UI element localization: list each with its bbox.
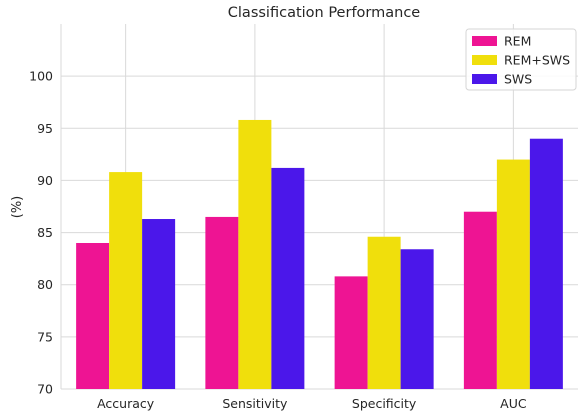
bar-sws-accuracy bbox=[142, 219, 176, 389]
bar-rem-sws-specificity bbox=[367, 236, 401, 389]
y-tick-label: 80 bbox=[37, 277, 53, 292]
legend-swatch bbox=[472, 74, 497, 84]
x-tick-label: AUC bbox=[500, 396, 527, 411]
y-axis-label: (%) bbox=[10, 196, 25, 219]
y-tick-label: 100 bbox=[29, 69, 53, 84]
bar-rem-accuracy bbox=[76, 243, 110, 389]
y-tick-label: 70 bbox=[37, 382, 53, 397]
legend-label: REM+SWS bbox=[504, 53, 570, 68]
bar-rem-auc bbox=[463, 211, 497, 389]
chart-title: Classification Performance bbox=[228, 5, 421, 21]
bar-rem-sws-sensitivity bbox=[238, 119, 272, 389]
legend-swatch bbox=[472, 36, 497, 46]
y-tick-label: 90 bbox=[37, 173, 53, 188]
x-tick-label: Specificity bbox=[352, 396, 417, 411]
tick-labels: 70 75 80 85 90 95 100 Accuracy Sensitivity Specif… bbox=[29, 69, 527, 411]
legend-label: REM bbox=[504, 34, 531, 49]
bar-rem-specificity bbox=[334, 276, 368, 389]
bar-sws-auc bbox=[529, 138, 563, 389]
bar-rem-sws-accuracy bbox=[109, 172, 143, 389]
bar-rem-sws-auc bbox=[496, 159, 530, 389]
legend-label: SWS bbox=[504, 72, 532, 87]
legend-swatch bbox=[472, 55, 497, 65]
legend: REM REM+SWS SWS bbox=[465, 28, 577, 91]
y-tick-label: 85 bbox=[37, 225, 53, 240]
y-tick-label: 95 bbox=[37, 121, 53, 136]
bar-sws-sensitivity bbox=[271, 167, 305, 389]
bars bbox=[76, 119, 563, 389]
bar-sws-specificity bbox=[400, 249, 434, 389]
y-tick-label: 75 bbox=[37, 329, 53, 344]
x-tick-label: Accuracy bbox=[97, 396, 155, 411]
x-tick-label: Sensitivity bbox=[222, 396, 288, 411]
bar-rem-sensitivity bbox=[205, 216, 239, 389]
